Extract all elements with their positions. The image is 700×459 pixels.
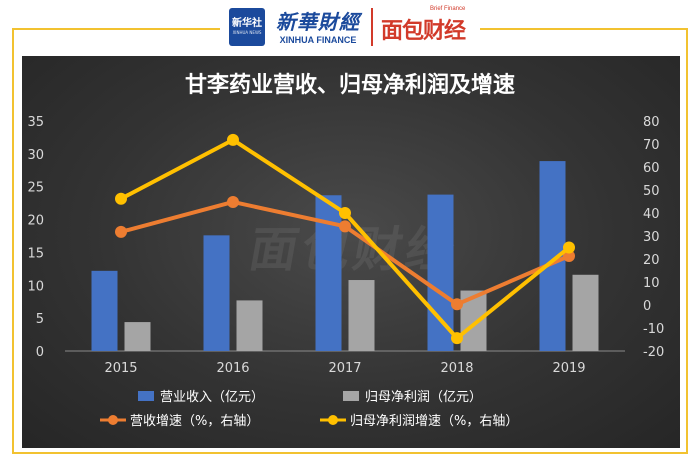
xinhua-logo: 新华社 XINHUA NEWS	[229, 8, 265, 46]
y2-tick-label: 40	[643, 207, 660, 222]
y2-tick-label: -10	[643, 322, 664, 337]
profit-growth-point	[451, 332, 463, 345]
xinhua-logo-sub: XINHUA NEWS	[232, 30, 262, 36]
revenue-growth-point	[227, 195, 239, 208]
y-tick-label: 0	[36, 345, 44, 360]
profit-bar	[348, 280, 375, 351]
revenue-bar	[203, 235, 230, 351]
legend-profit-growth-label: 归母净利润增速（%，右轴）	[350, 414, 518, 429]
legend-profit-swatch	[343, 391, 359, 401]
xinhua-finance-en: XINHUA FINANCE	[279, 35, 357, 45]
y2-tick-label: 0	[643, 299, 651, 314]
revenue-bar	[427, 194, 454, 351]
y-tick-label: 35	[27, 115, 44, 130]
revenue-bar	[315, 195, 342, 351]
profit-growth-point	[115, 192, 127, 205]
x-tick-label: 2015	[104, 361, 137, 376]
frame	[12, 28, 688, 454]
y2-tick-label: 20	[643, 253, 660, 268]
legend-revenue-growth-swatch-dot	[108, 415, 118, 425]
legend-revenue-swatch	[138, 391, 154, 401]
header-divider	[371, 8, 373, 46]
frame-top-left	[12, 28, 220, 30]
revenue-bar	[91, 270, 118, 351]
profit-growth-point	[227, 133, 239, 146]
revenue-growth-point	[563, 250, 575, 263]
legend-revenue-label: 营业收入（亿元）	[160, 390, 264, 405]
legend-revenue-growth-label: 营收增速（%，右轴）	[130, 414, 259, 429]
y-tick-label: 10	[27, 279, 44, 294]
profit-bar	[572, 274, 599, 351]
x-tick-label: 2017	[328, 361, 361, 376]
xinhua-logo-text: 新华社	[232, 18, 262, 30]
y-tick-label: 20	[27, 214, 44, 229]
brief-finance-logo: 面包财经	[381, 19, 466, 44]
revenue-growth-point	[115, 225, 127, 238]
y2-tick-label: 10	[643, 276, 660, 291]
legend-profit-growth-swatch-dot	[328, 415, 338, 425]
profit-growth-line	[120, 137, 571, 341]
revenue-growth-point	[451, 298, 463, 311]
frame-top-right	[480, 28, 688, 30]
y-tick-label: 5	[36, 312, 44, 327]
legend-profit-label: 归母净利润（亿元）	[365, 390, 482, 405]
y-tick-label: 25	[27, 181, 44, 196]
revenue-growth-point	[339, 220, 351, 233]
y2-tick-label: 50	[643, 184, 660, 199]
xinhua-finance-cn: 新華財經	[276, 10, 360, 34]
x-tick-label: 2018	[440, 361, 473, 376]
y-tick-label: 15	[27, 246, 44, 261]
chart-title: 甘李药业营收、归母净利润及增速	[185, 72, 515, 98]
profit-bar	[236, 300, 263, 351]
x-tick-label: 2019	[552, 361, 585, 376]
profit-growth-point	[563, 241, 575, 254]
y2-tick-label: 70	[643, 138, 660, 153]
y2-tick-label: -20	[643, 345, 664, 360]
profit-bar	[124, 322, 151, 351]
profit-growth-point	[339, 207, 351, 219]
y-tick-label: 30	[27, 148, 44, 163]
brief-finance-en: Brief Finance	[430, 6, 466, 12]
y2-tick-label: 30	[643, 230, 660, 245]
x-tick-label: 2016	[216, 361, 249, 376]
y2-tick-label: 80	[643, 115, 660, 130]
y2-tick-label: 60	[643, 161, 660, 176]
